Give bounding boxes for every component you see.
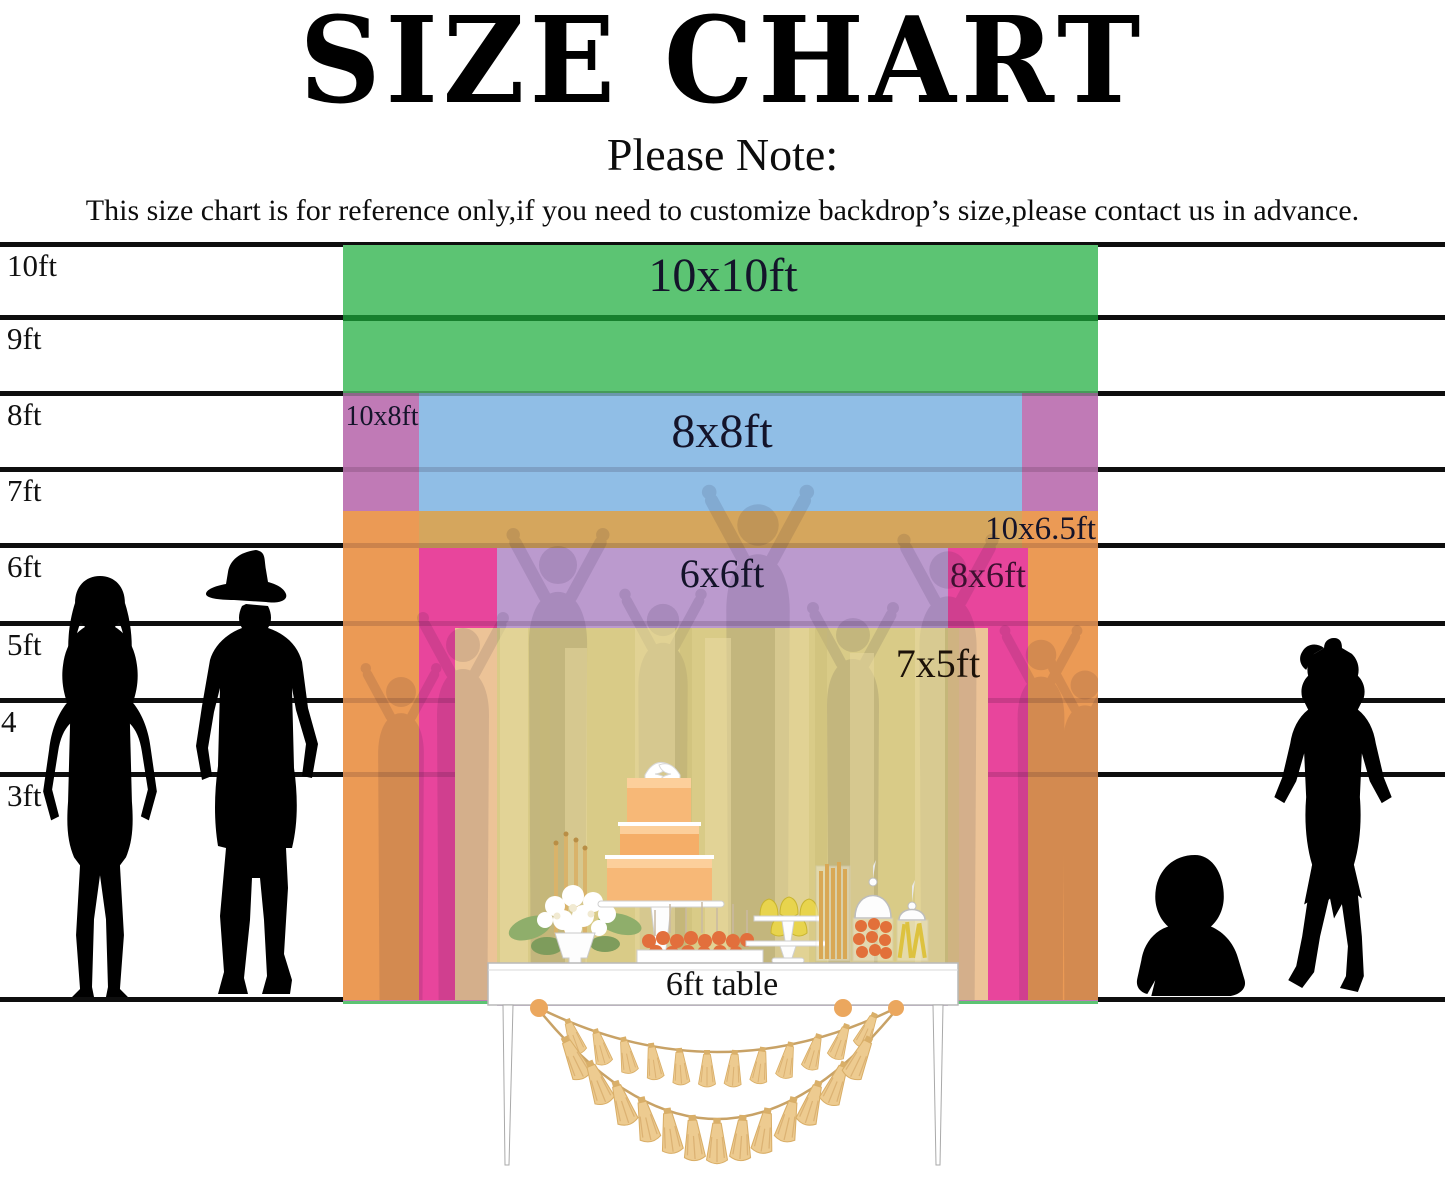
baby-silhouette (1136, 854, 1246, 997)
note-body: This size chart is for reference only,if… (85, 194, 1360, 227)
line-tint-5ft (343, 621, 1098, 626)
table (487, 962, 959, 1166)
page-title: SIZE CHART (299, 0, 1146, 131)
line-tint-6ft (343, 543, 1098, 548)
backdrop-label-10x10: 10x10ft (648, 249, 798, 302)
candy-jar-orange (852, 860, 894, 962)
dessert-table-scene (487, 628, 959, 1166)
line-tint-7ft (343, 467, 1098, 472)
ruler-label-10ft: 10ft (7, 248, 57, 283)
woman-silhouette (43, 576, 157, 998)
tiered-cake (597, 761, 725, 965)
backdrop-label-8x6: 8x6ft (950, 555, 1026, 595)
backdrop-label-10x6-5: 10x6.5ft (985, 511, 1096, 547)
ruler-line-10ft (0, 242, 1445, 247)
backdrop-label-7x5: 7x5ft (895, 641, 981, 686)
backdrop-label-6x6: 6x6ft (679, 551, 765, 596)
pear-dessert-stand (745, 896, 829, 964)
ruler-label-6ft: 6ft (7, 549, 42, 584)
ruler-line-9ft-on-green (343, 315, 1098, 321)
ruler-label-5ft: 5ft (7, 627, 42, 662)
ruler-label-3ft: 3ft (7, 778, 42, 813)
candy-jar-yellow (896, 880, 929, 962)
backdrop-label-10x8: 10x8ft (345, 401, 419, 432)
ruler-label-7ft: 7ft (7, 473, 42, 508)
line-tint-8ft (343, 391, 1098, 396)
note-heading: Please Note: (606, 129, 839, 180)
tassel-garland (530, 999, 904, 1165)
backdrop-label-8x8: 8x8ft (671, 405, 773, 458)
child-silhouette (1274, 638, 1392, 993)
man-silhouette (196, 550, 318, 994)
flower-arrangement (508, 885, 642, 966)
ruler-label-9ft: 9ft (7, 321, 42, 356)
table-label: 6ft table (665, 966, 779, 1003)
ruler-label-4ft: 4 (1, 704, 17, 739)
breadstick-jar (815, 862, 851, 962)
cake-pops (636, 902, 764, 964)
ruler-label-8ft: 8ft (7, 397, 42, 432)
